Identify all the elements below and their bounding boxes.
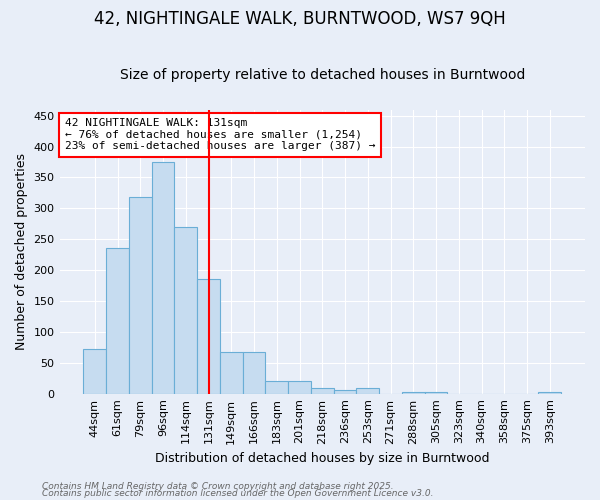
Text: Contains public sector information licensed under the Open Government Licence v3: Contains public sector information licen… [42,490,433,498]
X-axis label: Distribution of detached houses by size in Burntwood: Distribution of detached houses by size … [155,452,490,465]
Bar [311,388,334,394]
Text: 42 NIGHTINGALE WALK: 131sqm
← 76% of detached houses are smaller (1,254)
23% of : 42 NIGHTINGALE WALK: 131sqm ← 76% of det… [65,118,375,152]
Bar [106,248,129,394]
Title: Size of property relative to detached houses in Burntwood: Size of property relative to detached ho… [119,68,525,82]
Bar [402,392,425,394]
Bar [356,388,379,394]
Bar [334,390,356,394]
Bar [197,280,220,394]
Bar [242,352,265,394]
Bar [425,392,448,394]
Text: Contains HM Land Registry data © Crown copyright and database right 2025.: Contains HM Land Registry data © Crown c… [42,482,394,491]
Bar [220,352,242,394]
Bar [152,162,175,394]
Y-axis label: Number of detached properties: Number of detached properties [15,153,28,350]
Bar [538,392,561,394]
Bar [83,349,106,394]
Bar [175,227,197,394]
Bar [288,382,311,394]
Bar [129,198,152,394]
Bar [265,380,288,394]
Text: 42, NIGHTINGALE WALK, BURNTWOOD, WS7 9QH: 42, NIGHTINGALE WALK, BURNTWOOD, WS7 9QH [94,10,506,28]
